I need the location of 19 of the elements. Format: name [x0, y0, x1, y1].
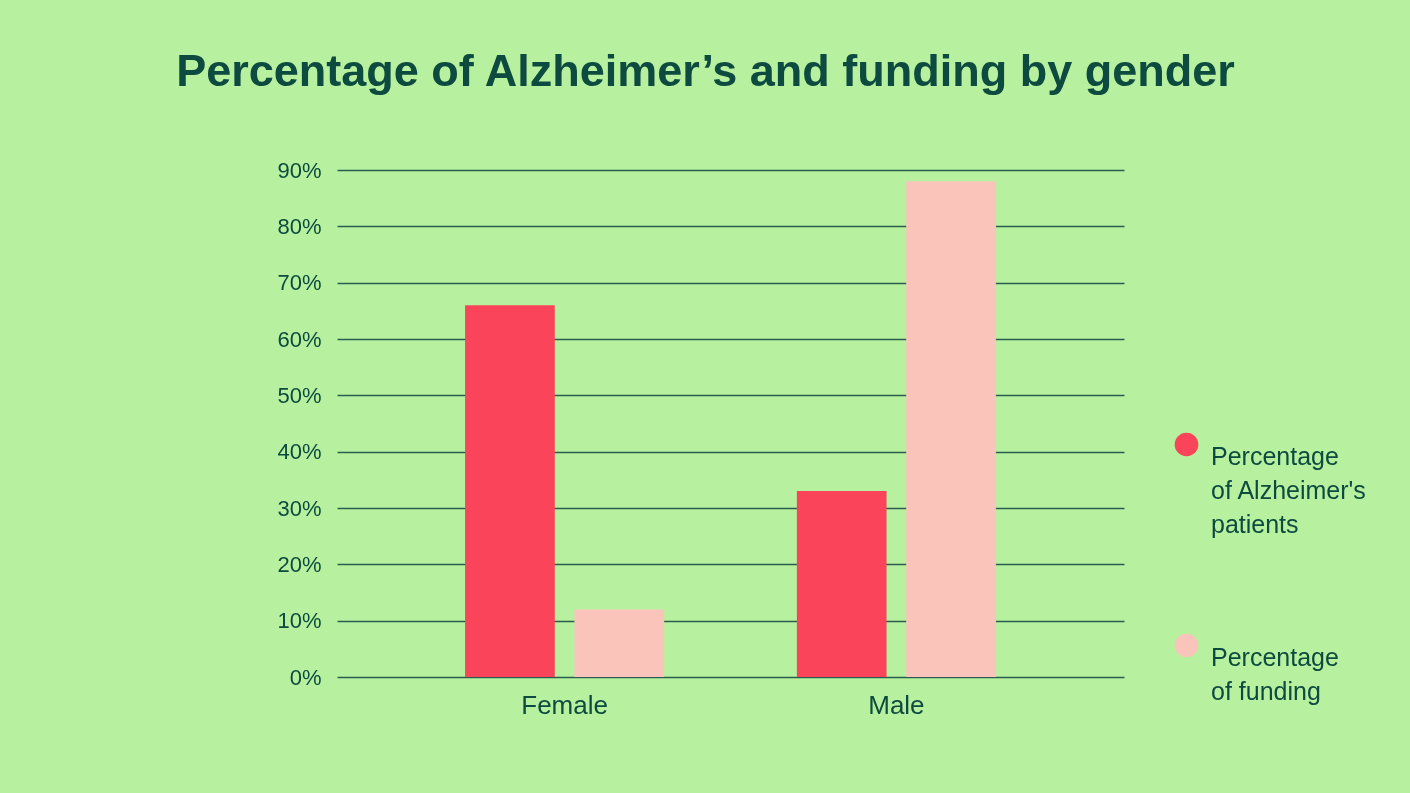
chart-title: Percentage of Alzheimer’s and funding by gender — [176, 45, 1235, 96]
y-tick-label: 30% — [277, 495, 322, 521]
bar — [574, 609, 665, 677]
y-tick-label: 40% — [277, 439, 322, 465]
y-tick-label: 20% — [277, 551, 322, 577]
bar — [796, 491, 887, 677]
bar — [465, 305, 555, 677]
x-tick-label: Male — [868, 689, 925, 720]
y-tick-label: 90% — [277, 157, 322, 183]
y-tick-label: 0% — [289, 664, 322, 690]
y-tick-label: 80% — [277, 213, 322, 239]
y-tick-label: 50% — [277, 382, 322, 408]
y-tick-label: 10% — [277, 608, 322, 634]
y-tick-label: 60% — [277, 326, 322, 352]
bar — [906, 181, 996, 677]
legend-label: Percentage of Alzheimer's patients — [1211, 441, 1366, 538]
legend-label: Percentage of funding — [1211, 642, 1339, 705]
x-tick-label: Female — [521, 689, 608, 720]
y-tick-label: 70% — [277, 270, 322, 296]
